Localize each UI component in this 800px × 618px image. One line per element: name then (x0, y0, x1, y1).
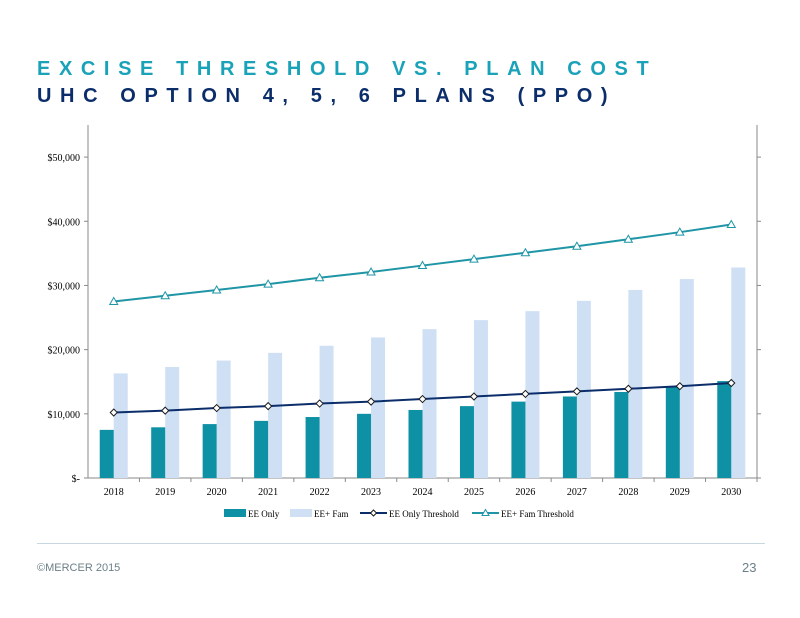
bar-ee-only (254, 420, 269, 478)
bar-ee-only (665, 386, 680, 478)
x-tick-label: 2018 (104, 487, 124, 498)
bar-ee-fam (216, 360, 231, 478)
copyright: ©MERCER 2015 (37, 562, 121, 574)
page-subtitle: UHC OPTION 4, 5, 6 PLANS (PPO) (37, 85, 617, 107)
x-tick-label: 2027 (567, 487, 587, 498)
ee-fam-threshold-point (674, 227, 685, 236)
bar-ee-fam (422, 329, 437, 478)
ee-only-threshold-point (109, 408, 118, 417)
ee-fam-threshold-point (366, 266, 376, 276)
bar-ee-only (99, 429, 114, 478)
bar-ee-fam (113, 373, 128, 478)
legend-label-ee-fam: EE+ Fam (314, 509, 348, 519)
page-title: EXCISE THRESHOLD VS. PLAN COST (37, 58, 658, 80)
y-tick-label: $40,000 (48, 217, 81, 228)
x-tick-label: 2026 (515, 487, 535, 498)
ee-fam-threshold-point (417, 260, 428, 270)
bar-ee-only (614, 391, 629, 478)
bar-ee-only (357, 413, 372, 478)
bar-ee-only (459, 406, 474, 478)
ee-fam-threshold-point (469, 254, 479, 263)
bar-ee-only (202, 424, 217, 478)
ee-fam-threshold-point (263, 279, 273, 288)
ee-fam-threshold-point (520, 247, 531, 257)
ee-fam-threshold-point (160, 290, 171, 300)
legend-label-ee-only: EE Only (248, 509, 280, 519)
x-tick-label: 2028 (618, 487, 638, 498)
bar-ee-only (511, 401, 526, 478)
ee-only-threshold-point (418, 394, 427, 404)
ee-fam-threshold-point (623, 234, 634, 243)
ee-only-threshold-point (521, 389, 530, 399)
ee-only-threshold-point (469, 392, 479, 401)
x-tick-label: 2030 (721, 487, 741, 498)
legend-marker-ee-fam-threshold (481, 508, 490, 516)
x-tick-label: 2024 (413, 487, 433, 498)
x-tick-label: 2022 (310, 487, 330, 498)
bar-ee-only (151, 427, 166, 478)
legend-swatch-ee-only (224, 509, 246, 517)
ee-only-threshold-point (315, 399, 324, 408)
legend-marker-ee-only-threshold (369, 509, 378, 517)
x-tick-label: 2020 (207, 487, 227, 498)
ee-only-threshold-point (212, 403, 221, 413)
x-tick-label: 2019 (155, 487, 175, 498)
ee-only-threshold-point (366, 397, 376, 406)
x-tick-label: 2023 (361, 487, 381, 498)
bar-ee-fam (268, 352, 283, 478)
ee-fam-threshold-point (211, 284, 222, 294)
bar-ee-only (408, 409, 423, 478)
legend-label-ee-only-threshold: EE Only Threshold (389, 509, 459, 519)
x-tick-label: 2029 (670, 487, 690, 498)
page-number: 23 (742, 560, 757, 575)
x-tick-label: 2021 (258, 487, 278, 498)
y-tick-label: $30,000 (48, 281, 81, 292)
ee-only-threshold-point (160, 406, 170, 415)
y-tick-label: $10,000 (48, 410, 81, 421)
ee-fam-threshold-point (314, 272, 325, 282)
ee-only-threshold-point (572, 387, 582, 396)
ee-only-threshold-point (727, 378, 736, 388)
bar-ee-fam (371, 337, 386, 478)
bar-ee-fam (576, 300, 591, 478)
ee-only-threshold-point (675, 382, 685, 391)
bar-ee-fam (679, 279, 694, 478)
legend-swatch-ee-fam (290, 509, 312, 517)
bar-ee-only (717, 381, 732, 478)
bar-ee-fam (473, 320, 488, 478)
y-tick-label: $- (72, 474, 80, 485)
bar-ee-fam (165, 366, 180, 478)
bar-ee-only (305, 417, 320, 478)
y-tick-label: $20,000 (48, 346, 81, 357)
ee-fam-threshold-point (572, 241, 582, 250)
ee-only-threshold-point (263, 401, 273, 411)
ee-fam-threshold-point (108, 296, 119, 305)
bar-ee-only (562, 396, 577, 478)
x-tick-label: 2025 (464, 487, 484, 498)
legend-label-ee-fam-threshold: EE+ Fam Threshold (501, 509, 574, 519)
threshold-vs-cost-chart: $- $10,000 $20,000 $30,000 $40,000 $50,000 201… (48, 125, 761, 519)
bar-ee-fam (319, 345, 334, 478)
ee-only-threshold-point (624, 384, 633, 393)
ee-fam-threshold-point (726, 219, 737, 228)
y-tick-label: $50,000 (48, 153, 81, 164)
bar-ee-fam (628, 289, 643, 478)
bar-ee-fam (731, 267, 746, 478)
footer-divider (37, 543, 765, 544)
